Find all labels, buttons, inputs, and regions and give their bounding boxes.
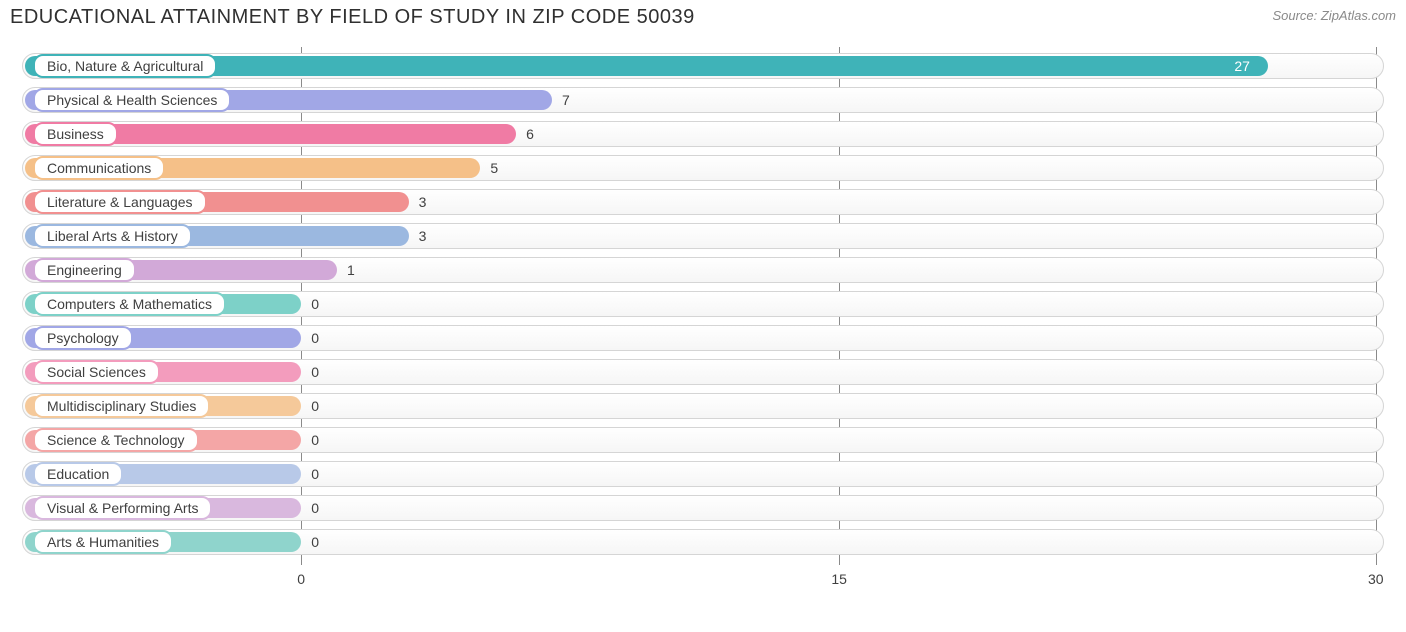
bar-row: Computers & Mathematics 0: [22, 289, 1384, 319]
x-tick-label: 30: [1368, 571, 1384, 587]
bar-value: 0: [311, 466, 319, 482]
category-label: Psychology: [33, 326, 133, 350]
category-label: Bio, Nature & Agricultural: [33, 54, 217, 78]
category-label: Science & Technology: [33, 428, 199, 452]
bar-row: Science & Technology 0: [22, 425, 1384, 455]
bar-value: 0: [311, 296, 319, 312]
bar-value: 27: [1234, 58, 1250, 74]
bar-row: Physical & Health Sciences 7: [22, 85, 1384, 115]
bar-value: 0: [311, 500, 319, 516]
bar-row: Arts & Humanities 0: [22, 527, 1384, 557]
category-label: Social Sciences: [33, 360, 160, 384]
plot-region: Bio, Nature & Agricultural 27 Physical & H…: [22, 47, 1384, 565]
bar-value: 7: [562, 92, 570, 108]
bar-row: Liberal Arts & History 3: [22, 221, 1384, 251]
category-label: Multidisciplinary Studies: [33, 394, 210, 418]
bar-value: 0: [311, 330, 319, 346]
bar-row: Business 6: [22, 119, 1384, 149]
bar-value: 3: [419, 194, 427, 210]
bar-row: Bio, Nature & Agricultural 27: [22, 51, 1384, 81]
category-label: Business: [33, 122, 118, 146]
bar-row: Social Sciences 0: [22, 357, 1384, 387]
x-tick-label: 0: [297, 571, 305, 587]
chart-source: Source: ZipAtlas.com: [1272, 8, 1396, 23]
chart-title: EDUCATIONAL ATTAINMENT BY FIELD OF STUDY…: [10, 6, 695, 29]
bar-value: 0: [311, 432, 319, 448]
category-label: Computers & Mathematics: [33, 292, 226, 316]
bar-row: Engineering 1: [22, 255, 1384, 285]
bar-row: Education 0: [22, 459, 1384, 489]
bar-row: Multidisciplinary Studies 0: [22, 391, 1384, 421]
bar-value: 0: [311, 534, 319, 550]
x-tick-label: 15: [831, 571, 847, 587]
category-label: Physical & Health Sciences: [33, 88, 231, 112]
bar-value: 3: [419, 228, 427, 244]
category-label: Literature & Languages: [33, 190, 207, 214]
bar-row: Psychology 0: [22, 323, 1384, 353]
bar-value: 0: [311, 364, 319, 380]
category-label: Education: [33, 462, 123, 486]
bar-row: Literature & Languages 3: [22, 187, 1384, 217]
category-label: Communications: [33, 156, 165, 180]
bar-row: Visual & Performing Arts 0: [22, 493, 1384, 523]
bar-value: 1: [347, 262, 355, 278]
category-label: Visual & Performing Arts: [33, 496, 212, 520]
category-label: Arts & Humanities: [33, 530, 173, 554]
bar-value: 5: [490, 160, 498, 176]
category-label: Engineering: [33, 258, 136, 282]
x-axis: 0 15 30: [22, 565, 1384, 595]
category-label: Liberal Arts & History: [33, 224, 192, 248]
chart-area: Bio, Nature & Agricultural 27 Physical & H…: [10, 47, 1396, 595]
bar-row: Communications 5: [22, 153, 1384, 183]
bar-value: 6: [526, 126, 534, 142]
bar-value: 0: [311, 398, 319, 414]
bar-rows: Bio, Nature & Agricultural 27 Physical & H…: [22, 47, 1384, 565]
